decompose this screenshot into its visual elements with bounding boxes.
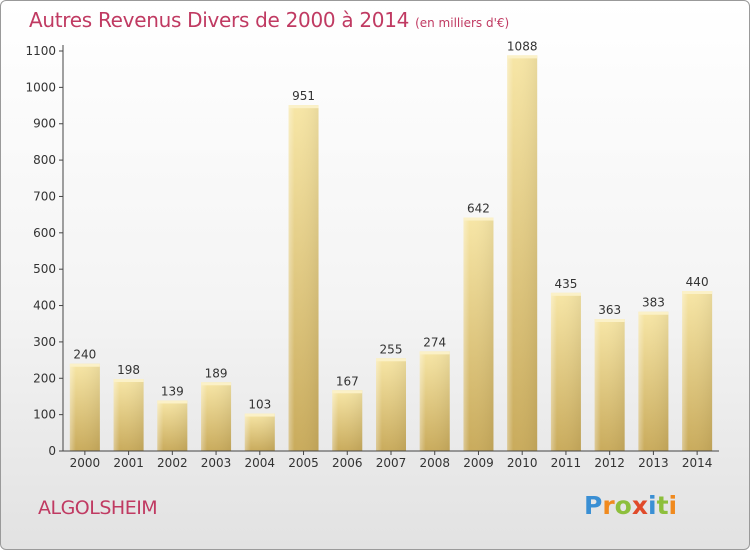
x-tick-label: 2000 [70, 456, 101, 470]
bar-shade [638, 311, 669, 451]
proxiti-logo: Proxiti [584, 491, 677, 520]
x-tick-label: 2012 [594, 456, 625, 470]
value-label: 167 [336, 374, 359, 388]
logo-letter: x [631, 491, 648, 520]
value-label: 383 [642, 296, 665, 310]
y-tick-label: 800 [33, 153, 56, 167]
bar-top-highlight [69, 363, 100, 367]
bar-top-highlight [244, 413, 275, 417]
y-tick-label: 500 [33, 262, 56, 276]
bar-shade [113, 379, 144, 451]
bar-top-highlight [682, 291, 713, 294]
bar-shade [463, 217, 494, 451]
value-label: 198 [117, 363, 140, 377]
x-tick-label: 2014 [682, 456, 713, 470]
commune-name: ALGOLSHEIM [38, 497, 158, 519]
bar-shade [201, 382, 232, 451]
value-label: 189 [205, 366, 228, 380]
value-label: 642 [467, 202, 490, 216]
logo-letter: i [668, 491, 678, 520]
bar-top-highlight [157, 400, 188, 404]
logo-letter: r [602, 491, 615, 520]
chart-title-text: Autres Revenus Divers de 2000 à 2014 [29, 8, 410, 32]
bar-shade [594, 319, 625, 451]
bar-shade [288, 105, 319, 451]
x-tick-label: 2003 [201, 456, 232, 470]
bar-top-highlight [113, 379, 144, 382]
x-tick-label: 2004 [245, 456, 276, 470]
axis-layer: 0 100 200 300 400 500 600 700 800 900 1000 1100 240 2… [25, 39, 719, 470]
logo-letter: o [614, 491, 632, 520]
x-tick-label: 2006 [332, 456, 363, 470]
bar-top-highlight [201, 382, 232, 386]
bar-shade [69, 363, 100, 451]
bar-top-highlight [332, 390, 363, 394]
value-label: 363 [598, 303, 621, 317]
y-tick-label: 100 [33, 408, 56, 422]
bar-shade [332, 390, 363, 451]
x-tick-label: 2002 [157, 456, 188, 470]
x-tick-label: 2013 [638, 456, 669, 470]
bar-top-highlight [507, 55, 538, 59]
value-label: 103 [248, 398, 271, 412]
y-tick-label: 200 [33, 371, 56, 385]
bar-shade [682, 291, 713, 451]
bar-shade [507, 55, 538, 451]
x-tick-label: 2007 [376, 456, 407, 470]
value-label: 255 [380, 342, 403, 356]
logo-letter: t [656, 491, 669, 520]
y-tick-label: 600 [33, 226, 56, 240]
value-label: 435 [554, 277, 577, 291]
bar-top-highlight [594, 319, 625, 322]
logo-letter: P [584, 491, 603, 520]
y-tick-label: 300 [33, 335, 56, 349]
chart-title: Autres Revenus Divers de 2000 à 2014 (en … [29, 8, 509, 32]
bars-layer [69, 55, 713, 451]
bar-shade [244, 413, 275, 451]
y-tick-label: 1000 [25, 80, 56, 94]
x-tick-label: 2010 [507, 456, 538, 470]
bar-shade [376, 358, 406, 451]
y-tick-label: 400 [33, 299, 56, 313]
bar-top-highlight [638, 311, 669, 315]
bar-top-highlight [550, 292, 581, 296]
x-tick-label: 2011 [551, 456, 582, 470]
bar-top-highlight [288, 105, 319, 109]
y-tick-label: 0 [48, 444, 56, 458]
bar-shade [157, 400, 188, 451]
x-tick-label: 2005 [288, 456, 319, 470]
value-label: 1088 [507, 39, 538, 53]
value-label: 240 [73, 348, 96, 362]
y-tick-label: 700 [33, 189, 56, 203]
y-tick-label: 1100 [25, 44, 56, 58]
logo-letter: i [648, 491, 657, 520]
bar-shade [550, 292, 581, 451]
value-label: 139 [161, 384, 184, 398]
chart-unit-label: (en milliers d'€) [415, 16, 510, 30]
x-tick-label: 2001 [113, 456, 144, 470]
bar-top-highlight [463, 217, 494, 221]
value-label: 274 [423, 335, 446, 349]
bar-top-highlight [376, 358, 406, 362]
bar-shade [419, 351, 450, 451]
value-label: 951 [292, 89, 315, 103]
bar-top-highlight [419, 351, 450, 355]
value-label: 440 [686, 275, 709, 289]
x-tick-label: 2009 [463, 456, 494, 470]
x-tick-label: 2008 [419, 456, 450, 470]
y-tick-label: 900 [33, 117, 56, 131]
